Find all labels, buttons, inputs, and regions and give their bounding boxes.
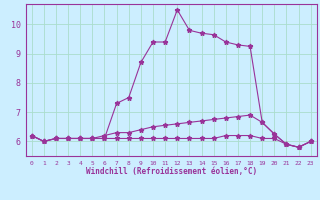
X-axis label: Windchill (Refroidissement éolien,°C): Windchill (Refroidissement éolien,°C) [86,167,257,176]
